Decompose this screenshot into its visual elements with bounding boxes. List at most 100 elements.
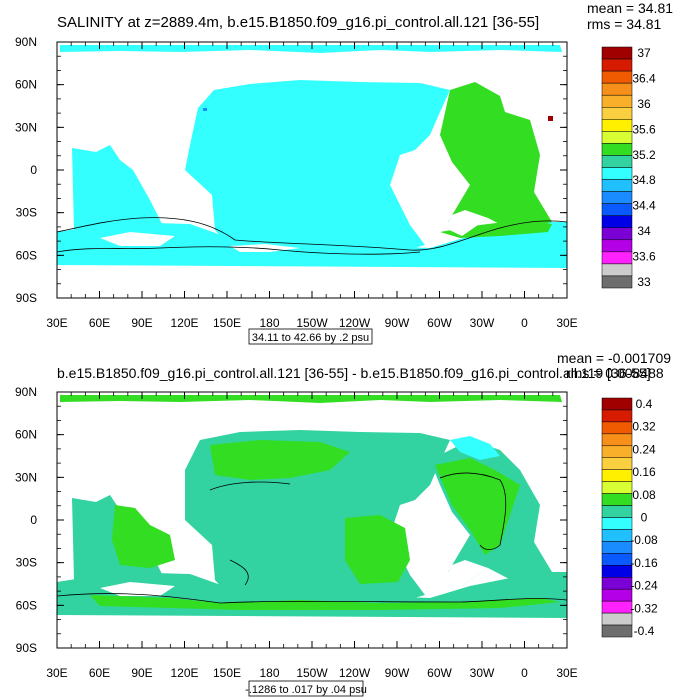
land-south-america [445, 210, 488, 236]
range-label-box [248, 680, 364, 697]
difference-map-panel: b.e15.B1850.f09_g16.pi_control.all.121 [… [15, 350, 671, 697]
y-tick-label: 30N [15, 120, 37, 134]
colorbar-swatch [601, 107, 633, 120]
colorbar-swatch [601, 191, 633, 204]
colorbar-labels: 37 36.4 36 35.6 35.2 34.8 34.4 34 33.6 33 [632, 46, 656, 289]
colorbar-swatch [601, 493, 633, 506]
negative-anomaly-region [450, 436, 500, 460]
x-tick-label: 90E [131, 666, 152, 680]
colorbar-label: 34 [637, 224, 651, 238]
x-tick-label: 120W [339, 316, 371, 330]
x-tick-label: 30W [470, 666, 495, 680]
y-tick-label: 90S [16, 641, 37, 655]
x-tick-label: 0 [521, 666, 528, 680]
x-tick-label: 180 [259, 316, 279, 330]
colorbar-swatch [601, 553, 633, 566]
colorbar-swatch [601, 167, 633, 180]
map-field [57, 42, 567, 298]
contour-line [57, 593, 567, 604]
colorbar-swatch [601, 409, 633, 423]
x-tick-label: 60W [427, 666, 452, 680]
x-tick-label: 30W [470, 316, 495, 330]
colorbar-swatch [601, 624, 633, 638]
colorbar-swatch [601, 119, 633, 132]
panel-title: b.e15.B1850.f09_g16.pi_control.all.121 [… [57, 365, 651, 381]
x-tick-label: 150W [296, 316, 328, 330]
colorbar-swatch [601, 239, 633, 253]
colorbar-swatch [601, 600, 633, 614]
colorbar-swatch [601, 58, 633, 72]
salinity-map-panel: SALINITY at z=2889.4m, b.e15.B1850.f09_g… [15, 0, 673, 345]
x-tick-labels: 30E 60E 90E 120E 150E 180 150W 120W 90W 60W 30W 0 30… [46, 666, 577, 680]
x-tick-label: 150E [213, 316, 241, 330]
x-tick-label: 30E [46, 666, 67, 680]
contour-line [229, 559, 249, 586]
x-tick-label: 90W [385, 316, 410, 330]
colorbar-label: 34.8 [632, 173, 656, 187]
mean-value: mean = -0.001709 [557, 350, 671, 366]
y-tick-labels: 90N 60N 30N 0 30S 60S 90S [15, 35, 37, 305]
pacific-ocean-region [185, 80, 450, 258]
x-tick-label: 150E [213, 666, 241, 680]
y-tick-labels: 90N 60N 30N 0 30S 60S 90S [15, 385, 37, 655]
x-tick-label: 90E [131, 316, 152, 330]
x-tick-label: 30E [556, 666, 577, 680]
positive-anomaly-region [435, 458, 520, 555]
y-tick-label: 90N [15, 35, 37, 49]
x-tick-label: 120E [170, 666, 198, 680]
colorbar-swatch [601, 481, 633, 494]
colorbar-swatch [601, 179, 633, 192]
colorbar-swatch [601, 577, 633, 590]
colorbar-label: 0.16 [632, 465, 656, 479]
colorbar-label: -0.16 [630, 556, 658, 570]
colorbar-swatch [601, 457, 633, 470]
mean-value: mean = 34.81 [587, 0, 673, 16]
x-tick-labels: 30E 60E 90E 120E 150E 180 150W 120W 90W 60W 30W 0 30… [46, 316, 577, 330]
colorbar-swatch [601, 263, 633, 277]
red-anomaly-spot [548, 116, 553, 121]
colorbar-label: 33 [637, 275, 651, 289]
x-tick-label: 60W [427, 316, 452, 330]
rms-value: rms = 0.008488 [566, 365, 664, 381]
colorbar-label: -0.4 [634, 624, 655, 638]
y-tick-label: 60N [15, 78, 37, 92]
colorbar-label: 35.2 [632, 148, 656, 162]
x-tick-label: 120E [170, 316, 198, 330]
colorbar-label: 0 [641, 511, 648, 525]
colorbar-swatch [601, 433, 633, 447]
colorbar-swatch [601, 421, 633, 435]
colorbar-label: 36.4 [632, 71, 656, 85]
x-tick-label: 60E [89, 316, 110, 330]
colorbar [601, 46, 633, 289]
arctic-ocean-region [60, 45, 562, 53]
y-tick-label: 30N [15, 470, 37, 484]
colorbar-label: 33.6 [632, 250, 656, 264]
atlantic-ocean-region [440, 82, 552, 236]
x-tick-label: 60E [89, 666, 110, 680]
colorbar-label: 35.6 [632, 122, 656, 136]
y-tick-label: 90N [15, 385, 37, 399]
land-antarctica [57, 232, 567, 298]
x-tick-label: 120W [339, 666, 371, 680]
colorbar [601, 397, 633, 638]
panel-title: SALINITY at z=2889.4m, b.e15.B1850.f09_g… [57, 14, 539, 31]
range-label: 34.11 to 42.66 by .2 psu [252, 332, 369, 344]
y-tick-label: 30S [16, 556, 37, 570]
colorbar-label: -0.32 [630, 601, 658, 615]
colorbar-swatch [601, 227, 633, 241]
range-label-box [248, 328, 373, 345]
x-tick-label: 180 [259, 666, 279, 680]
axis-ticks [56, 391, 568, 649]
land-antarctica [57, 582, 567, 648]
contour-line [57, 246, 421, 255]
colorbar-label: -0.08 [630, 533, 658, 547]
axis-ticks [56, 41, 568, 299]
colorbar-swatch [601, 94, 633, 108]
y-tick-label: 60S [16, 248, 37, 262]
colorbar-swatch [601, 588, 633, 602]
contour-line [439, 472, 507, 550]
colorbar-swatch [601, 445, 633, 458]
x-tick-label: 0 [521, 316, 528, 330]
positive-anomaly-region [90, 595, 560, 610]
